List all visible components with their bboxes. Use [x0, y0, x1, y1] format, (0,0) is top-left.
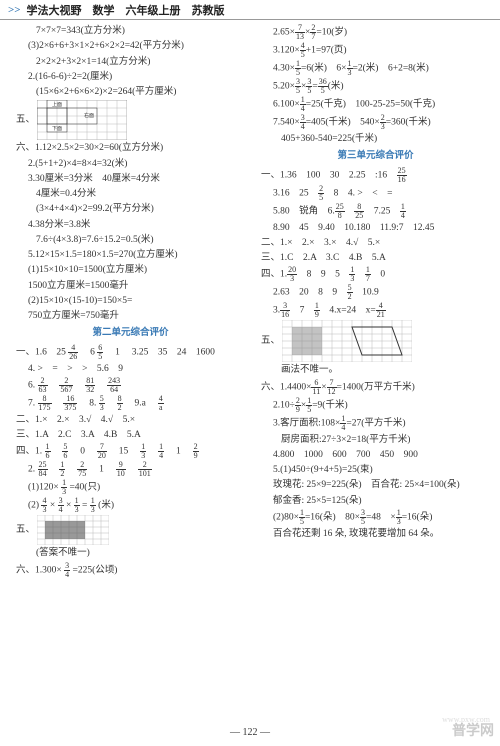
- text-line: 四、1. 16 56 0 720 15 13 14 1 29: [16, 443, 245, 460]
- note: 画法不唯一。: [261, 363, 490, 377]
- text-line: 4.800 1000 600 700 450 900: [261, 448, 490, 462]
- fraction: 426: [68, 344, 78, 361]
- text-line: 3.30厘米=3分米 40厘米=4分米: [16, 172, 245, 186]
- text-line: 8.90 45 9.40 10.180 11.9:7 12.45: [261, 221, 490, 235]
- text-line: 厨房面积:27÷3×2=18(平方千米): [261, 433, 490, 447]
- text-line: 六、1.4400×611×712=1400(万平方千米): [261, 379, 490, 396]
- text-line: (1)120× 13 =40(只): [16, 479, 245, 496]
- text-line: 5.12×15×1.5=180×1.5=270(立方厘米): [16, 248, 245, 262]
- text-line: 3.16 25 25 8 4. > < =: [261, 185, 490, 202]
- text-line: 7.540×34=405(千米) 540×23=360(千米): [261, 114, 490, 131]
- text-line: 六、1.300× 34 =225(公顷): [16, 562, 245, 579]
- note: (答案不唯一): [16, 546, 245, 560]
- text-line: 3.客厅面积:108×14=27(平方千米): [261, 415, 490, 432]
- text-line: 5.(1)450÷(9+4+5)=25(束): [261, 463, 490, 477]
- section-5b: 五、: [16, 515, 245, 545]
- header-title: 学法大视野 数学 六年级上册 苏教版: [27, 2, 225, 18]
- watermark: 普学网: [452, 720, 494, 740]
- right-column: 2.65×713×27=10(岁) 3.120×45+1=97(页) 4.30×…: [253, 24, 490, 580]
- text-line: 一、1.36 100 30 2.25 :16 2516: [261, 167, 490, 184]
- text-line: 二、1.× 2.× 3.× 4.√ 5.×: [261, 236, 490, 250]
- text-line: 3.120×45+1=97(页): [261, 42, 490, 59]
- text-line: (15×6×2+6×6×2)×2=264(平方厘米): [16, 85, 245, 99]
- text-line: (2) 43 × 34 × 13 = 13 (米): [16, 497, 245, 514]
- text-line: 六、1.12×2.5×2=30×2=60(立方分米): [16, 141, 245, 155]
- text-line: 二、1.× 2.× 3.√ 4.√ 5.×: [16, 413, 245, 427]
- text-line: 郁金香: 25×5=125(朵): [261, 494, 490, 508]
- section-label: 五、: [16, 115, 35, 125]
- text-line: 405+360-540=225(千米): [261, 132, 490, 146]
- text-line: 2.63 20 8 9 52 10.9: [261, 284, 490, 301]
- text-line: 5.80 锐角 6.258 825 7.25 14: [261, 203, 490, 220]
- text-line: 2×2×2+3×2×1=14(立方分米): [16, 55, 245, 69]
- page-header: >> 学法大视野 数学 六年级上册 苏教版: [0, 0, 500, 20]
- svg-text:下面: 下面: [52, 126, 62, 132]
- text-line: 百合花还剩 16 朵, 玫瑰花要增加 64 朵。: [261, 527, 490, 541]
- text-line: 5.20×35×35=365(米): [261, 78, 490, 95]
- svg-text:上面: 上面: [52, 101, 62, 108]
- text-line: 7.6÷(4×3.8)=7.6÷15.2=0.5(米): [16, 233, 245, 247]
- text-line: 2.10÷29×15=9(千米): [261, 397, 490, 414]
- text-line: 7. 8175 16375 8. 53 82 9.a 4a: [16, 395, 245, 412]
- text-line: (2)80×15=16(朵) 80×35=48 ×13=16(朵): [261, 509, 490, 526]
- fraction: 65: [97, 344, 103, 361]
- text-line: 三、1.C 2.A 3.C 4.B 5.A: [261, 251, 490, 265]
- grid-figure-2: [37, 515, 109, 545]
- text-line: 6. 263 2567 8132 24364: [16, 377, 245, 394]
- section-5: 五、 上面右面下面: [16, 100, 245, 140]
- text-line: 7×7×7=343(立方分米): [16, 24, 245, 38]
- text-line: 四、1.203 8 9 5 13 17 0: [261, 266, 490, 283]
- text-line: 4厘米=0.4分米: [16, 187, 245, 201]
- heading-unit-2: 第二单元综合评价: [16, 326, 245, 340]
- heading-unit-3: 第三单元综合评价: [261, 149, 490, 163]
- text-line: 2.(5+1+2)×4=8×4=32(米): [16, 157, 245, 171]
- text-line: 4. > = > > 5.6 9: [16, 362, 245, 376]
- text-line: 玫瑰花: 25×9=225(朵) 百合花: 25×4=100(朵): [261, 478, 490, 492]
- text-line: 2.65×713×27=10(岁): [261, 24, 490, 41]
- text-line: 三、1.A 2.C 3.A 4.B 5.A: [16, 428, 245, 442]
- text-line: 750立方厘米=750毫升: [16, 309, 245, 323]
- text-line: (3)2×6+6+3×1×2+6×2×2=42(平方分米): [16, 39, 245, 53]
- grid-figure-1: 上面右面下面: [37, 100, 127, 140]
- header-arrows-icon: >>: [8, 4, 21, 16]
- grid-figure-3: [282, 320, 412, 362]
- text-line: 6.100×14=25(千克) 100-25-25=50(千克): [261, 96, 490, 113]
- text-line: (3×4+4×4)×2=99.2(平方分米): [16, 202, 245, 216]
- content-area: 7×7×7=343(立方分米) (3)2×6+6+3×1×2+6×2×2=42(…: [0, 20, 500, 584]
- left-column: 7×7×7=343(立方分米) (3)2×6+6+3×1×2+6×2×2=42(…: [16, 24, 253, 580]
- text-line: 1500立方厘米=1500毫升: [16, 279, 245, 293]
- section-5c: 五、: [261, 320, 490, 362]
- text-line: (2)15×10×(15-10)=150×5=: [16, 294, 245, 308]
- text-line: 一、1.6 25 426 6 65 1 3.25 35 24 1600: [16, 344, 245, 361]
- text-line: 4.30×15=6(米) 6×13=2(米) 6+2=8(米): [261, 60, 490, 77]
- text-line: 2.(16-6-6)÷2=2(厘米): [16, 70, 245, 84]
- text-line: 2. 2584 12 275 1 910 2101: [16, 461, 245, 478]
- svg-text:右面: 右面: [84, 112, 94, 119]
- text-line: 4.38分米=3.8米: [16, 218, 245, 232]
- text-line: (1)15×10×10=1500(立方厘米): [16, 263, 245, 277]
- page-number: — 122 —: [0, 727, 500, 738]
- text-line: 3.316 7 19 4.x=24 x=421: [261, 302, 490, 319]
